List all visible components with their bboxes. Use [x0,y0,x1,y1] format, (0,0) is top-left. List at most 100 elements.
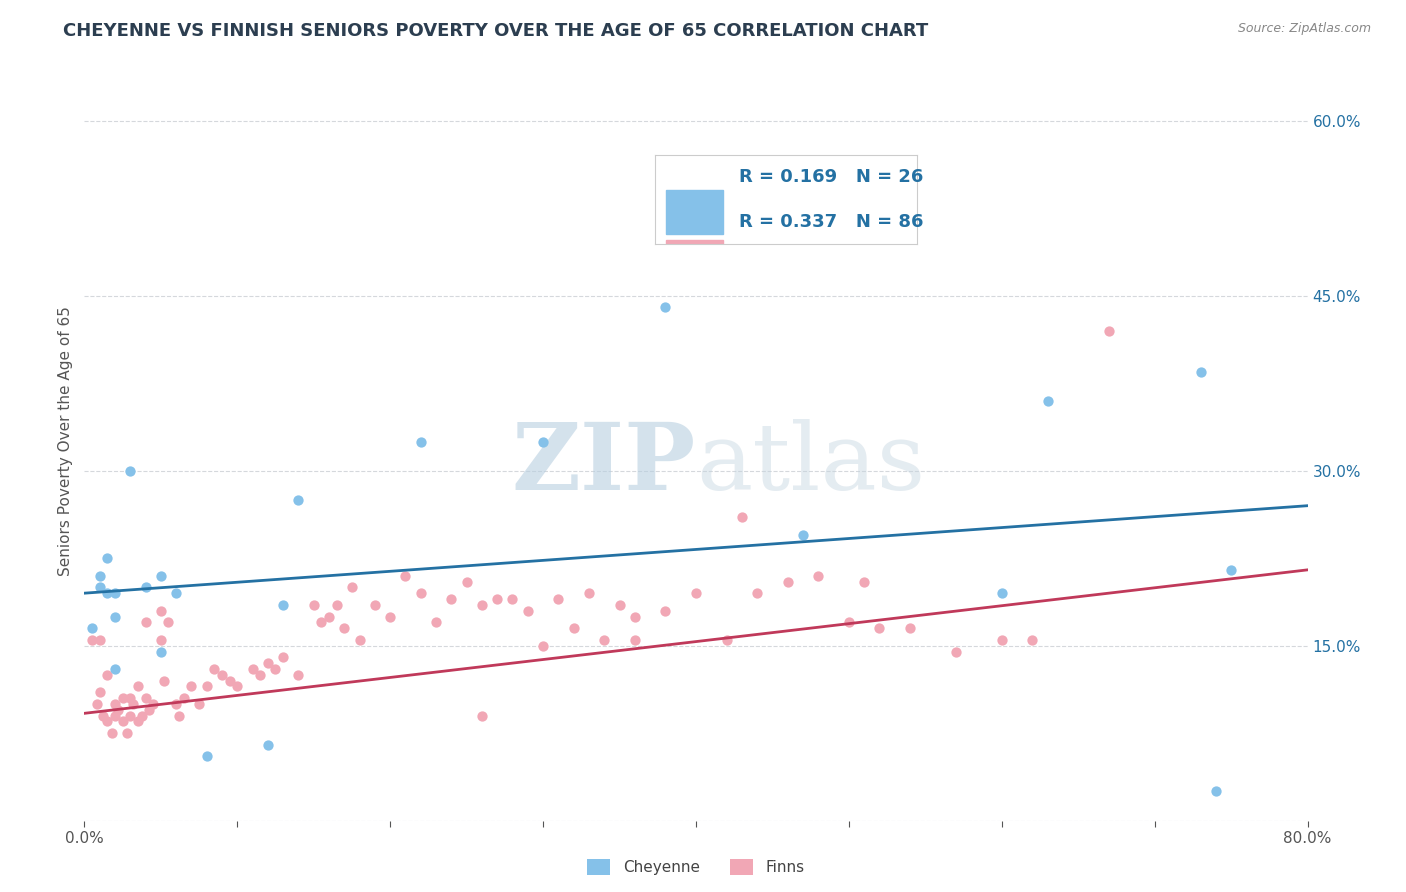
Point [80,632,103,647]
Point [991,586,1014,600]
Point [364,598,387,612]
Point [257,656,280,670]
Point [202,662,225,676]
Point [471,598,494,612]
Point [211,668,233,682]
Point [325,598,347,612]
Point [195,749,218,764]
Point [409,586,432,600]
Point [264,662,287,676]
Point [654,604,676,618]
Point [89,568,111,582]
Point [104,586,127,600]
Point [226,680,249,694]
Point [115,726,138,740]
Text: CHEYENNE VS FINNISH SENIORS POVERTY OVER THE AGE OF 65 CORRELATION CHART: CHEYENNE VS FINNISH SENIORS POVERTY OVER… [63,22,928,40]
Point [120,708,142,723]
Point [242,662,264,676]
Point [149,632,172,647]
Point [853,574,876,589]
Point [1189,365,1212,379]
Point [838,615,860,630]
Point [165,586,187,600]
Point [531,434,554,449]
Point [471,708,494,723]
Point [111,691,134,706]
Point [135,615,157,630]
Point [1098,324,1121,338]
Point [249,668,271,682]
Point [898,621,921,635]
Point [1220,563,1243,577]
Point [195,680,218,694]
Point [624,632,647,647]
Point [96,586,118,600]
Point [271,598,294,612]
Point [1205,784,1227,798]
Text: atlas: atlas [696,419,925,509]
Point [89,632,111,647]
Point [188,697,211,711]
Point [349,632,371,647]
Point [104,662,127,676]
Point [149,604,172,618]
Point [86,697,108,711]
Point [96,551,118,566]
Point [89,580,111,594]
Point [138,703,160,717]
Point [142,697,165,711]
Point [380,609,402,624]
Point [111,714,134,729]
Point [135,580,157,594]
Text: ZIP: ZIP [512,419,696,509]
Point [945,644,967,658]
Point [127,714,149,729]
Point [1036,393,1059,408]
Text: R = 0.337   N = 86: R = 0.337 N = 86 [740,213,924,231]
Point [287,492,309,507]
Point [456,574,478,589]
Bar [665,191,723,234]
Point [340,580,363,594]
Legend: Cheyenne, Finns: Cheyenne, Finns [581,853,811,881]
Point [180,680,202,694]
Point [562,621,585,635]
Point [101,726,124,740]
Point [120,464,142,478]
Text: R = 0.169   N = 26: R = 0.169 N = 26 [740,169,924,186]
Point [287,668,309,682]
Point [609,598,631,612]
Point [173,691,195,706]
Bar [665,240,723,283]
Point [149,644,172,658]
Point [122,697,145,711]
Point [91,708,114,723]
Point [96,714,118,729]
Point [792,528,814,542]
Point [578,586,600,600]
Y-axis label: Seniors Poverty Over the Age of 65: Seniors Poverty Over the Age of 65 [58,307,73,576]
Point [89,685,111,699]
Point [516,604,538,618]
Point [593,632,616,647]
Text: Source: ZipAtlas.com: Source: ZipAtlas.com [1237,22,1371,36]
Point [747,586,769,600]
Point [333,621,356,635]
Point [165,697,187,711]
Point [153,673,176,688]
Point [107,703,129,717]
Point [104,708,127,723]
Point [425,615,447,630]
Point [120,691,142,706]
Point [96,668,118,682]
Point [157,615,180,630]
Point [311,615,333,630]
Point [486,592,509,607]
Point [271,650,294,665]
Point [127,680,149,694]
Point [80,621,103,635]
Point [104,697,127,711]
Point [807,568,830,582]
Point [149,568,172,582]
Point [409,434,432,449]
